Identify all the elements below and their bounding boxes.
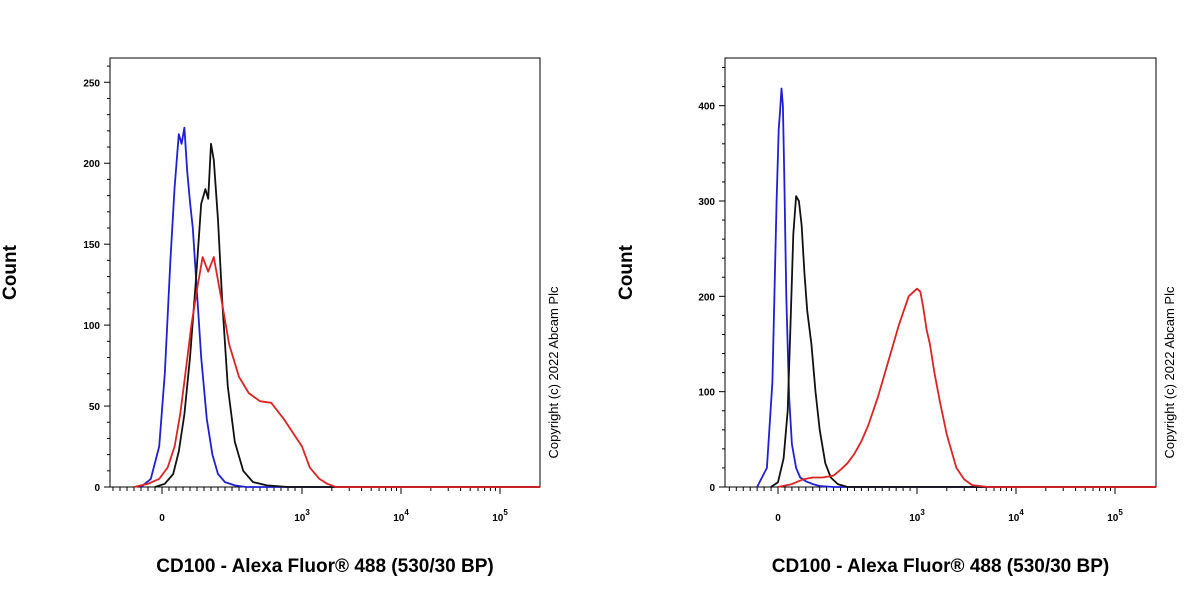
- series-line-2: [777, 287, 1156, 488]
- y-tick-label: 300: [698, 197, 715, 208]
- y-tick-label: 400: [698, 102, 715, 113]
- series-line-0: [140, 126, 540, 488]
- series-line-0: [756, 87, 1156, 488]
- y-tick-label: 150: [83, 240, 100, 251]
- x-tick-label: 105: [492, 508, 508, 524]
- x-axis-title: CD100 - Alexa Fluor® 488 (530/30 BP): [772, 556, 1110, 577]
- y-tick-label: 200: [698, 292, 715, 303]
- copyright-notice: Copyright (c) 2022 Abcam Plc: [546, 286, 561, 458]
- y-tick-label: 100: [698, 388, 715, 399]
- histogram-panel-left: 0 50 100 150 200 250 0 103 104 105 Count CD100 - Al…: [0, 57, 561, 577]
- plot-frame: [109, 57, 541, 488]
- x-tick-label: 105: [1107, 508, 1123, 524]
- x-axis-title: CD100 - Alexa Fluor® 488 (530/30 BP): [156, 556, 494, 577]
- y-tick-label: 250: [83, 78, 100, 89]
- y-axis-title: Count: [0, 244, 21, 300]
- series-line-2: [133, 256, 540, 488]
- y-tick-label: 50: [89, 402, 101, 413]
- y-axis-title: Count: [616, 244, 637, 300]
- x-tick-label: 103: [909, 508, 925, 524]
- x-tick-label: 0: [159, 513, 165, 524]
- y-tick-label: 0: [709, 483, 715, 494]
- series-line-1: [770, 195, 1156, 488]
- x-tick-label: 104: [393, 508, 409, 524]
- histogram-panel-right: 0 100 200 300 400 0 103 104 105 Count CD100 - Alex…: [616, 57, 1177, 577]
- x-tick-label: 0: [775, 513, 781, 524]
- series-line-1: [154, 142, 540, 488]
- copyright-notice: Copyright (c) 2022 Abcam Plc: [1162, 286, 1177, 458]
- y-tick-label: 0: [94, 483, 100, 494]
- plot-frame: [724, 57, 1157, 488]
- x-tick-label: 104: [1008, 508, 1024, 524]
- y-tick-label: 200: [83, 159, 100, 170]
- x-tick-label: 103: [294, 508, 310, 524]
- y-tick-label: 100: [83, 321, 100, 332]
